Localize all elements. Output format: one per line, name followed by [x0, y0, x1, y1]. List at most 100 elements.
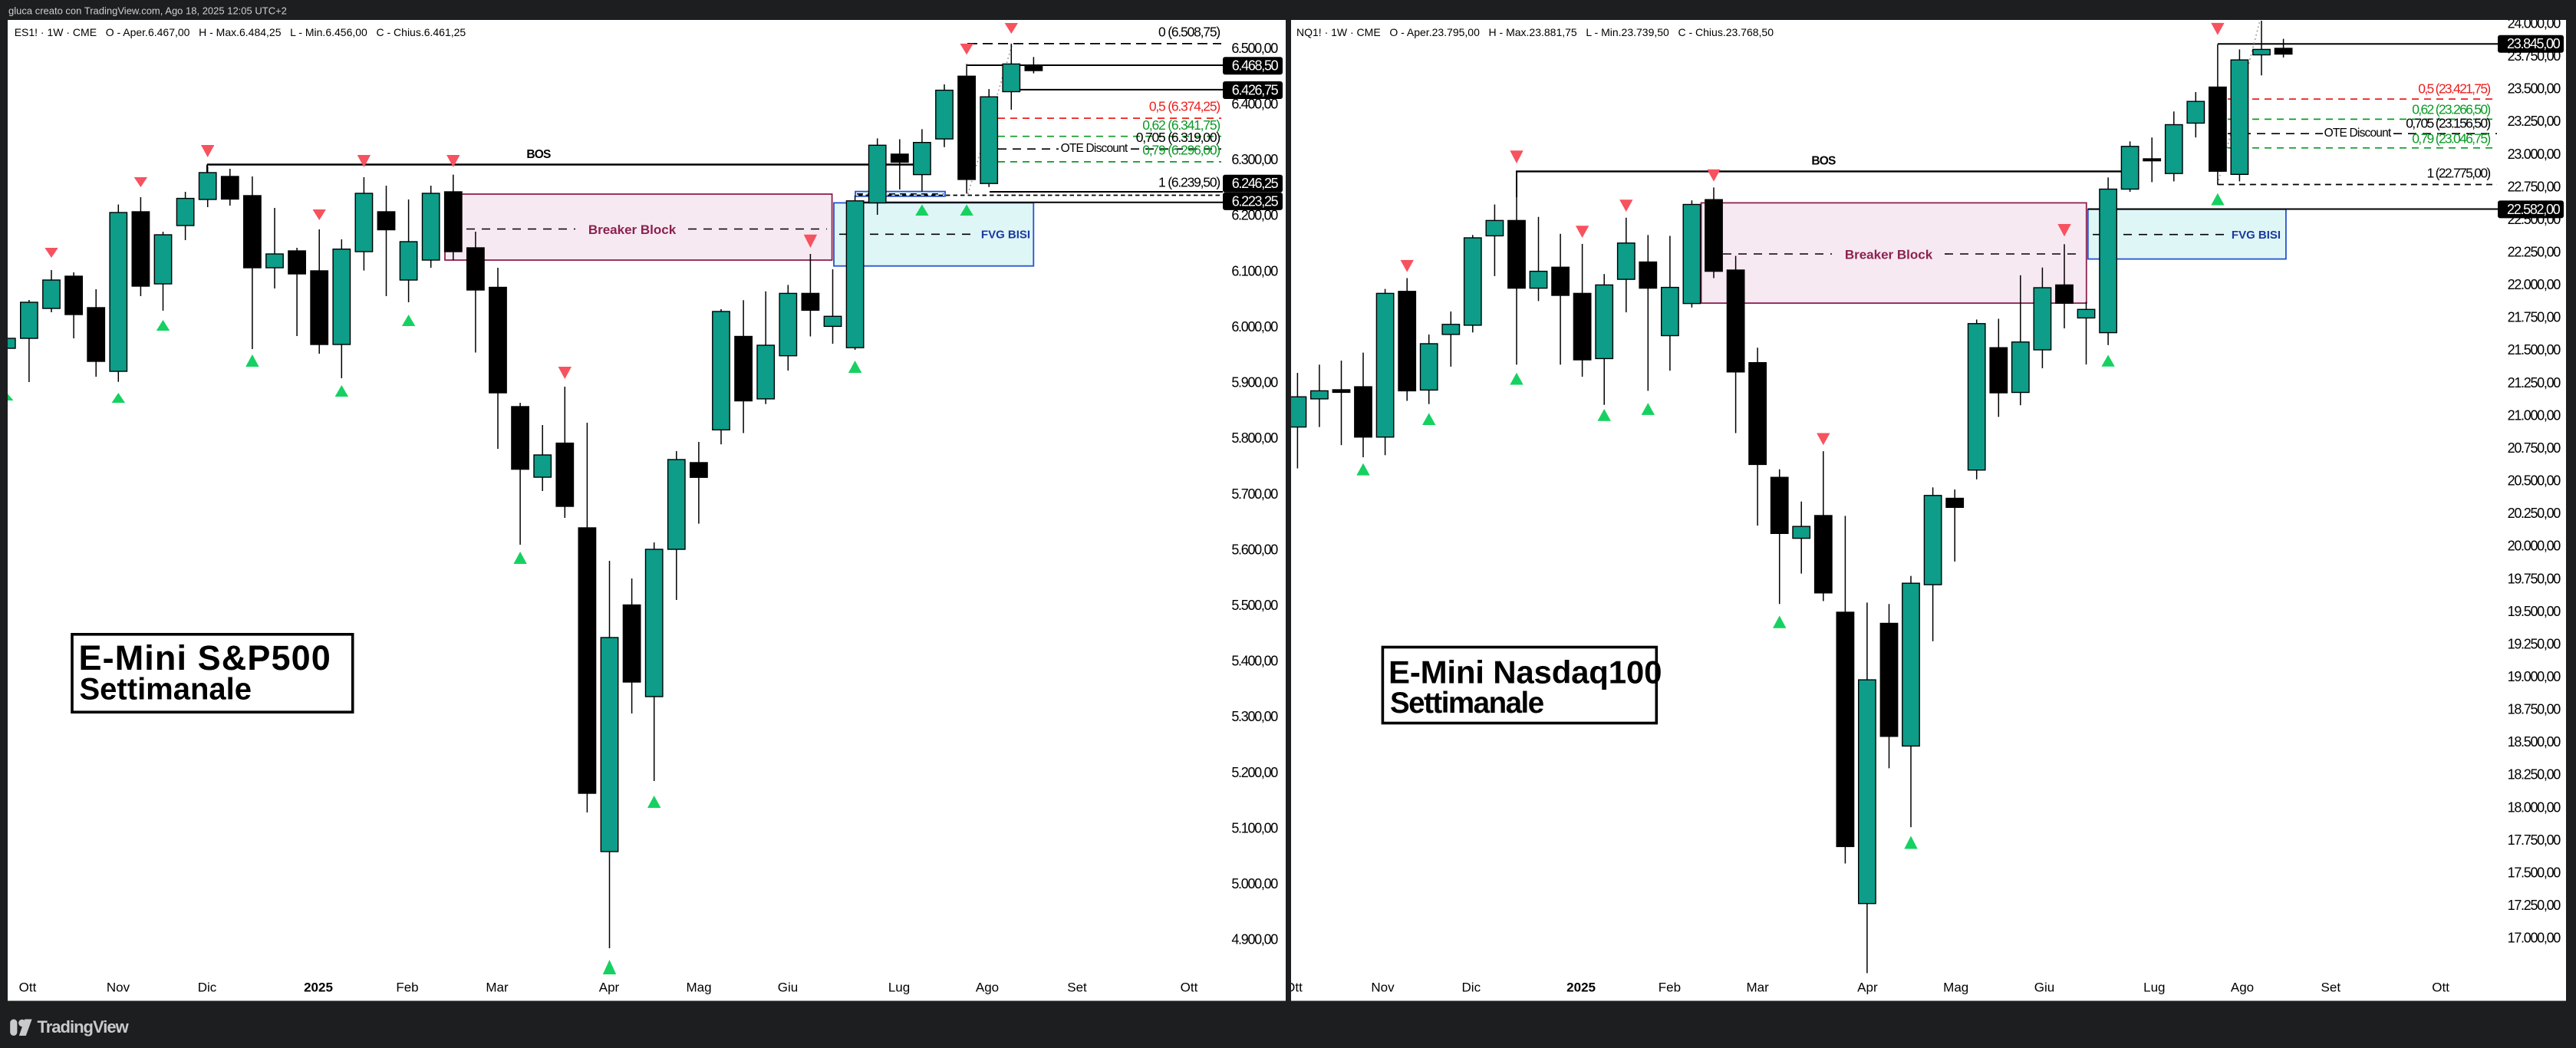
svg-text:Mar: Mar [486, 980, 509, 995]
svg-text:23.250,00: 23.250,00 [2508, 114, 2561, 129]
svg-text:5.500,00: 5.500,00 [1231, 598, 1278, 613]
svg-text:5.900,00: 5.900,00 [1231, 375, 1278, 391]
svg-text:OTE Discount: OTE Discount [1061, 142, 1128, 155]
svg-text:Ago: Ago [976, 980, 999, 995]
svg-text:Ott: Ott [2432, 980, 2449, 995]
svg-text:0,5 (23.421,75): 0,5 (23.421,75) [2418, 81, 2490, 97]
svg-text:5.200,00: 5.200,00 [1231, 765, 1278, 780]
svg-text:2025: 2025 [304, 980, 333, 995]
svg-text:Nov: Nov [1371, 980, 1395, 995]
svg-text:TradingView: TradingView [38, 1017, 130, 1036]
svg-text:6.000,00: 6.000,00 [1231, 319, 1278, 335]
svg-text:Dic: Dic [1462, 980, 1481, 995]
svg-text:ES1! · 1W · CME O - Aper.6.4: ES1! · 1W · CME O - Aper.6.467,00 H - Ma… [15, 26, 466, 38]
svg-text:19.750,00: 19.750,00 [2508, 571, 2561, 586]
svg-text:5.300,00: 5.300,00 [1231, 709, 1278, 724]
svg-text:21.500,00: 21.500,00 [2508, 342, 2561, 358]
svg-text:FVG BISI: FVG BISI [981, 229, 1030, 242]
svg-text:Ott: Ott [19, 980, 37, 995]
svg-text:21.750,00: 21.750,00 [2508, 310, 2561, 325]
svg-text:22.582,00: 22.582,00 [2507, 202, 2561, 217]
svg-text:0,79 (23.046,75): 0,79 (23.046,75) [2412, 130, 2490, 146]
svg-text:Apr: Apr [1857, 980, 1878, 995]
svg-text:Ago: Ago [2231, 980, 2254, 995]
svg-text:0,5 (6.374,25): 0,5 (6.374,25) [1149, 98, 1220, 114]
svg-text:Settimanale: Settimanale [80, 672, 252, 706]
svg-text:20.000,00: 20.000,00 [2508, 539, 2561, 554]
svg-text:21.250,00: 21.250,00 [2508, 375, 2561, 391]
svg-text:5.800,00: 5.800,00 [1231, 430, 1278, 446]
svg-text:6.468,50: 6.468,50 [1232, 58, 1279, 74]
svg-text:4.900,00: 4.900,00 [1231, 932, 1278, 947]
svg-text:6.223,25: 6.223,25 [1232, 193, 1279, 209]
svg-text:22.000,00: 22.000,00 [2508, 277, 2561, 292]
svg-text:5.100,00: 5.100,00 [1231, 821, 1278, 836]
svg-text:Feb: Feb [1659, 980, 1681, 995]
svg-text:18.250,00: 18.250,00 [2508, 767, 2561, 783]
svg-text:0,62 (6.341,75): 0,62 (6.341,75) [1142, 117, 1220, 133]
svg-text:Apr: Apr [599, 980, 620, 995]
svg-text:19.000,00: 19.000,00 [2508, 669, 2561, 684]
svg-text:23.000,00: 23.000,00 [2508, 147, 2561, 162]
svg-text:19.500,00: 19.500,00 [2508, 604, 2561, 619]
svg-text:6.300,00: 6.300,00 [1231, 152, 1278, 167]
svg-text:18.000,00: 18.000,00 [2508, 799, 2561, 815]
svg-text:Feb: Feb [396, 980, 418, 995]
svg-text:Dic: Dic [198, 980, 217, 995]
svg-text:Mar: Mar [1746, 980, 1769, 995]
svg-text:18.500,00: 18.500,00 [2508, 734, 2561, 750]
svg-text:18.750,00: 18.750,00 [2508, 702, 2561, 717]
svg-text:6.200,00: 6.200,00 [1231, 208, 1278, 223]
svg-text:BOS: BOS [526, 148, 551, 161]
svg-text:19.250,00: 19.250,00 [2508, 636, 2561, 651]
svg-text:0,79 (6.296,00): 0,79 (6.296,00) [1142, 143, 1220, 158]
svg-text:17.000,00: 17.000,00 [2508, 931, 2561, 946]
svg-text:23.845,00: 23.845,00 [2507, 36, 2561, 51]
svg-text:22.750,00: 22.750,00 [2508, 179, 2561, 194]
svg-text:17.750,00: 17.750,00 [2508, 832, 2561, 848]
svg-text:E-Mini S&P500: E-Mini S&P500 [79, 638, 331, 677]
svg-text:gluca creato con TradingView.c: gluca creato con TradingView.com, Ago 18… [8, 5, 287, 17]
svg-text:Giu: Giu [2034, 980, 2054, 995]
svg-text:Mag: Mag [686, 980, 711, 995]
svg-text:Set: Set [1067, 980, 1087, 995]
svg-text:Giu: Giu [778, 980, 798, 995]
svg-text:20.500,00: 20.500,00 [2508, 473, 2561, 489]
svg-text:21.000,00: 21.000,00 [2508, 407, 2561, 423]
svg-text:6.500,00: 6.500,00 [1231, 41, 1278, 56]
svg-text:5.700,00: 5.700,00 [1231, 486, 1278, 502]
svg-text:FVG BISI: FVG BISI [2232, 229, 2281, 242]
svg-text:NQ1! · 1W · CME O - Aper.23.: NQ1! · 1W · CME O - Aper.23.795,00 H - M… [1296, 26, 1774, 38]
svg-text:5.600,00: 5.600,00 [1231, 542, 1278, 557]
svg-text:23.500,00: 23.500,00 [2508, 81, 2561, 97]
svg-text:5.000,00: 5.000,00 [1231, 876, 1278, 891]
svg-text:Ott: Ott [1181, 980, 1198, 995]
svg-text:17.500,00: 17.500,00 [2508, 865, 2561, 881]
svg-text:6.246,25: 6.246,25 [1232, 176, 1279, 191]
svg-text:22.250,00: 22.250,00 [2508, 245, 2561, 260]
svg-text:0,62 (23.266,50): 0,62 (23.266,50) [2412, 101, 2490, 117]
svg-text:1 (6.239,50): 1 (6.239,50) [1158, 175, 1220, 190]
svg-text:Settimanale: Settimanale [1390, 687, 1544, 720]
svg-text:Set: Set [2321, 980, 2341, 995]
svg-text:20.250,00: 20.250,00 [2508, 506, 2561, 521]
svg-text:6.100,00: 6.100,00 [1231, 263, 1278, 278]
svg-text:17.250,00: 17.250,00 [2508, 898, 2561, 913]
svg-text:Nov: Nov [107, 980, 130, 995]
svg-text:0,705 (6.319,00): 0,705 (6.319,00) [1136, 130, 1220, 145]
svg-text:Lug: Lug [888, 980, 910, 995]
svg-text:2025: 2025 [1566, 980, 1596, 995]
svg-text:6.426,75: 6.426,75 [1232, 83, 1279, 98]
svg-text:5.400,00: 5.400,00 [1231, 654, 1278, 669]
svg-text:0,705 (23.156,50): 0,705 (23.156,50) [2406, 116, 2490, 131]
svg-text:Lug: Lug [2143, 980, 2165, 995]
svg-text:Breaker Block: Breaker Block [1845, 248, 1933, 262]
svg-text:Mag: Mag [1943, 980, 1968, 995]
svg-text:1 (22.775,00): 1 (22.775,00) [2426, 165, 2490, 180]
svg-text:0 (6.508,75): 0 (6.508,75) [1158, 25, 1220, 40]
svg-text:20.750,00: 20.750,00 [2508, 440, 2561, 456]
svg-text:Breaker Block: Breaker Block [588, 222, 677, 237]
svg-text:E-Mini Nasdaq100: E-Mini Nasdaq100 [1388, 654, 1662, 690]
svg-text:OTE Discount: OTE Discount [2324, 127, 2392, 140]
svg-text:6.400,00: 6.400,00 [1231, 96, 1278, 111]
